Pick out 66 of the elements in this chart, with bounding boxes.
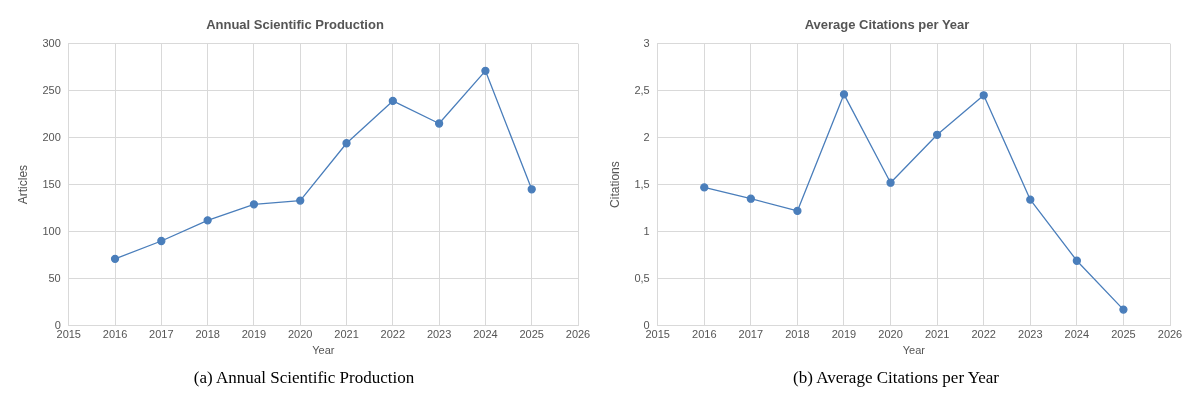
point: [1072, 256, 1081, 265]
point: [839, 90, 849, 99]
x-tick-label: 2026: [565, 328, 591, 341]
point: [110, 254, 120, 264]
point: [249, 200, 259, 209]
y-tick-label: 300: [42, 36, 61, 49]
text: (a) Annual Scientific Production: [192, 368, 416, 388]
x-axis-title: Year: [902, 344, 926, 357]
x-tick-label: 2023: [1018, 328, 1043, 341]
point: [886, 178, 895, 187]
point: [296, 196, 305, 205]
x-tick-label: 2023: [426, 328, 452, 341]
y-tick-label: 1: [643, 224, 650, 237]
y-tick-label: 2,5: [634, 83, 650, 96]
x-tick-label: 2022: [971, 328, 996, 341]
x-tick-label: 2017: [738, 328, 764, 341]
chart-title: Average Citations per Year: [804, 17, 970, 33]
point: [932, 130, 942, 139]
x-tick-label: 2019: [241, 328, 267, 341]
y-axis-title: Articles: [15, 164, 30, 205]
point: [434, 119, 444, 128]
point: [481, 66, 490, 76]
point: [1026, 195, 1035, 204]
y-tick-label: 250: [42, 83, 61, 96]
x-tick-label: 2016: [102, 328, 128, 341]
x-tick-label: 2020: [878, 328, 903, 341]
point: [527, 185, 536, 194]
x-tick-label: 2024: [1064, 328, 1090, 341]
text: (b) Average Citations per Year: [792, 368, 1000, 388]
point: [1119, 305, 1128, 314]
x-tick-label: 2025: [1111, 328, 1136, 341]
point: [157, 236, 166, 246]
x-tick-label: 2025: [519, 328, 544, 341]
y-tick-label: 150: [42, 177, 61, 190]
y-tick-label: 200: [42, 130, 61, 143]
x-tick-label: 2021: [334, 328, 359, 341]
x-tick-label: 2018: [195, 328, 220, 341]
y-tick-label: 2: [643, 130, 650, 143]
x-tick-label: 2020: [287, 328, 313, 341]
y-tick-label: 50: [48, 271, 61, 284]
x-tick-label: 2024: [473, 328, 498, 341]
x-tick-label: 2018: [785, 328, 810, 341]
x-tick-label: 2019: [831, 328, 857, 341]
point: [342, 139, 351, 148]
point: [388, 96, 397, 106]
x-tick-label: 2015: [56, 328, 81, 341]
y-tick-label: 0: [54, 318, 61, 331]
point: [979, 91, 988, 100]
point: [793, 206, 802, 216]
point: [203, 216, 212, 225]
y-tick-label: 1,5: [634, 177, 650, 190]
x-tick-label: 2022: [380, 328, 406, 341]
x-tick-label: 2015: [645, 328, 670, 341]
y-tick-label: 100: [42, 224, 61, 237]
y-tick-label: 3: [643, 36, 650, 49]
x-axis-title: Year: [312, 344, 335, 357]
y-tick-label: 0: [643, 318, 650, 331]
x-tick-label: 2021: [924, 328, 950, 341]
x-tick-label: 2016: [692, 328, 717, 341]
x-tick-label: 2026: [1157, 328, 1183, 341]
y-axis-title: Citations: [607, 161, 622, 208]
x-tick-label: 2017: [149, 328, 174, 341]
point: [746, 194, 755, 203]
point: [700, 183, 709, 192]
chart-title: Annual Scientific Production: [206, 17, 384, 33]
y-tick-label: 0,5: [634, 271, 650, 284]
